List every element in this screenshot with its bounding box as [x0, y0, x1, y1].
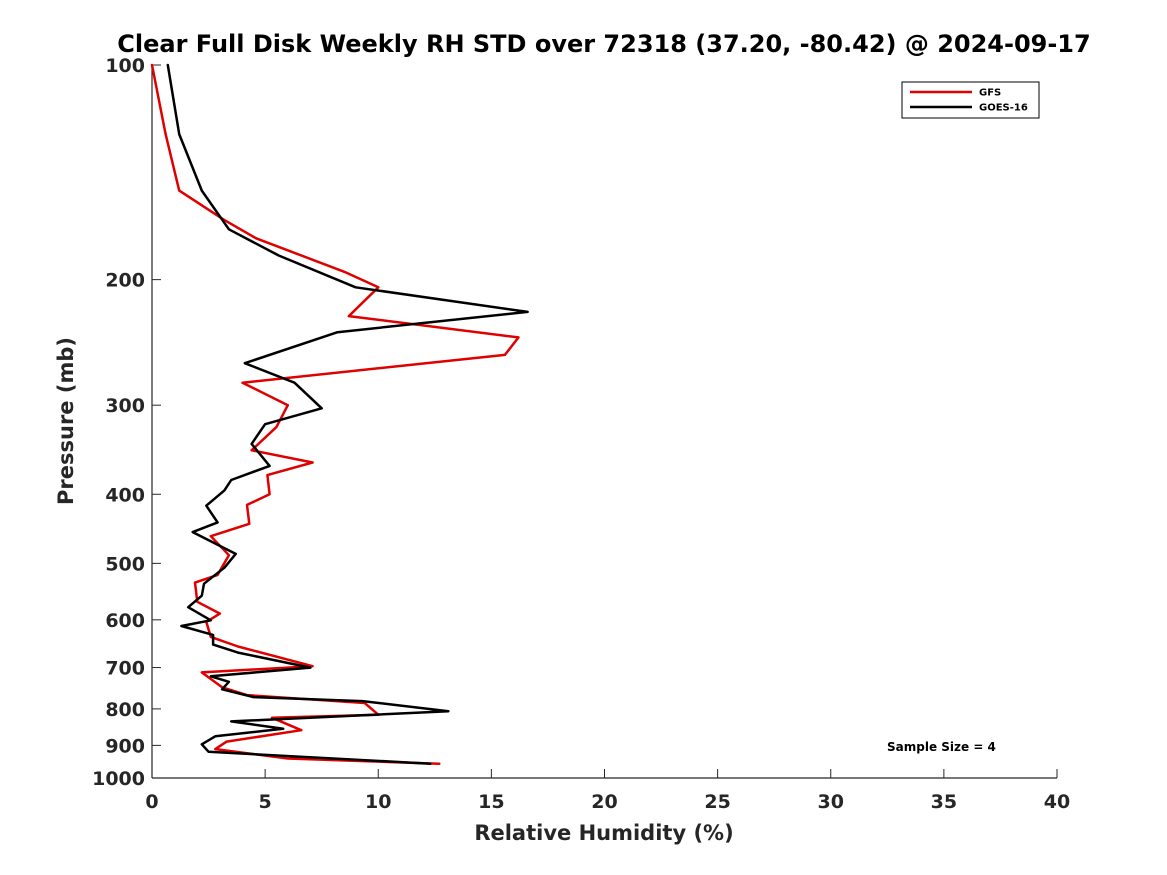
series-lines [150, 63, 529, 765]
x-tick-label: 25 [704, 791, 730, 813]
x-tick-label: 20 [591, 791, 617, 813]
y-tick-label: 600 [105, 610, 145, 632]
x-tick-label: 30 [818, 791, 844, 813]
legend[interactable]: GFS GOES-16 [901, 81, 1040, 119]
y-tick-label: 400 [105, 484, 145, 506]
y-axis-label: Pressure (mb) [54, 337, 78, 505]
y-tick-label: 500 [105, 553, 145, 575]
y-tick-label: 200 [105, 270, 145, 292]
sample-size-annotation: Sample Size = 4 [887, 740, 996, 754]
x-axis-label: Relative Humidity (%) [474, 821, 733, 845]
x-tick-label: 5 [259, 791, 272, 813]
y-tick-label: 700 [105, 658, 145, 680]
series-line-goes-16 [166, 63, 529, 765]
y-tick-label: 800 [105, 699, 145, 721]
y-tick-label: 100 [105, 55, 145, 77]
x-tick-label: 35 [931, 791, 957, 813]
y-tick-label: 900 [105, 735, 145, 757]
chart-title: Clear Full Disk Weekly RH STD over 72318… [117, 30, 1090, 58]
y-tick-label: 300 [105, 395, 145, 417]
legend-box [901, 81, 1040, 119]
x-ticks: 0 5 10 15 20 25 30 35 40 [145, 769, 1070, 813]
legend-label-goes-16: GOES-16 [979, 103, 1028, 114]
x-tick-label: 40 [1044, 791, 1070, 813]
x-tick-label: 0 [145, 791, 158, 813]
y-ticks: 100 200 300 400 500 600 700 800 900 1000 [92, 55, 161, 790]
legend-label-gfs: GFS [979, 88, 1001, 99]
y-tick-label: 1000 [92, 768, 145, 790]
x-tick-label: 15 [478, 791, 504, 813]
x-tick-label: 10 [365, 791, 391, 813]
